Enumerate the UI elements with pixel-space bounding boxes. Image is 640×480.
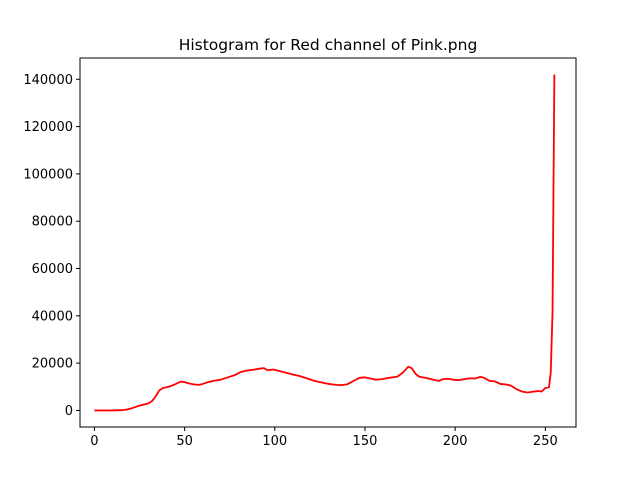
x-tick-label: 0 [90, 434, 98, 449]
y-tick-label: 60000 [32, 262, 73, 277]
x-axis: 0 50 100 150 200 250 [90, 427, 558, 449]
y-tick-label: 120000 [23, 120, 73, 135]
series-line [94, 74, 556, 412]
y-tick-label: 80000 [32, 215, 73, 230]
plot-frame [79, 57, 577, 428]
y-tick-label: 140000 [23, 73, 73, 88]
x-tick-label: 250 [533, 434, 558, 449]
y-tick-label: 0 [65, 404, 73, 419]
x-tick-label: 150 [353, 434, 378, 449]
x-tick-label: 50 [176, 434, 193, 449]
y-tick-label: 100000 [23, 167, 73, 182]
y-tick-label: 40000 [32, 309, 73, 324]
y-axis: 0 20000 40000 60000 80000 100000 120000 140000 [23, 73, 80, 419]
x-tick-label: 200 [443, 434, 468, 449]
series-layer [94, 74, 556, 412]
y-tick-label: 20000 [32, 357, 73, 372]
x-tick-label: 100 [262, 434, 287, 449]
chart-title: Histogram for Red channel of Pink.png [179, 36, 478, 54]
